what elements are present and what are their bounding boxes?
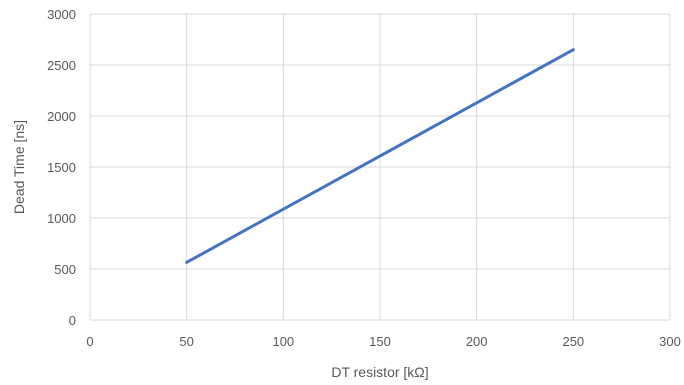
x-tick-label: 150 <box>369 334 391 349</box>
grid <box>89 13 671 321</box>
y-tick-label: 500 <box>54 262 76 277</box>
x-axis-title: DT resistor [kΩ] <box>331 364 428 380</box>
y-tick-label: 1500 <box>47 160 76 175</box>
x-tick-label: 100 <box>272 334 294 349</box>
series-layer <box>185 48 575 264</box>
y-tick-label: 1000 <box>47 211 76 226</box>
y-axis-title: Dead Time [ns] <box>11 120 27 214</box>
y-tick-label: 3000 <box>47 7 76 22</box>
x-tick-label: 250 <box>562 334 584 349</box>
x-tick-label: 0 <box>86 334 93 349</box>
series-line <box>185 48 575 264</box>
y-tick-label: 2500 <box>47 58 76 73</box>
y-tick-label: 2000 <box>47 109 76 124</box>
x-tick-label: 50 <box>179 334 193 349</box>
x-tick-label: 200 <box>466 334 488 349</box>
x-tick-label: 300 <box>659 334 681 349</box>
y-tick-label: 0 <box>69 313 76 328</box>
tick-labels: 0 50 100 150 200 250 3000500100015002000250030… <box>47 7 681 349</box>
